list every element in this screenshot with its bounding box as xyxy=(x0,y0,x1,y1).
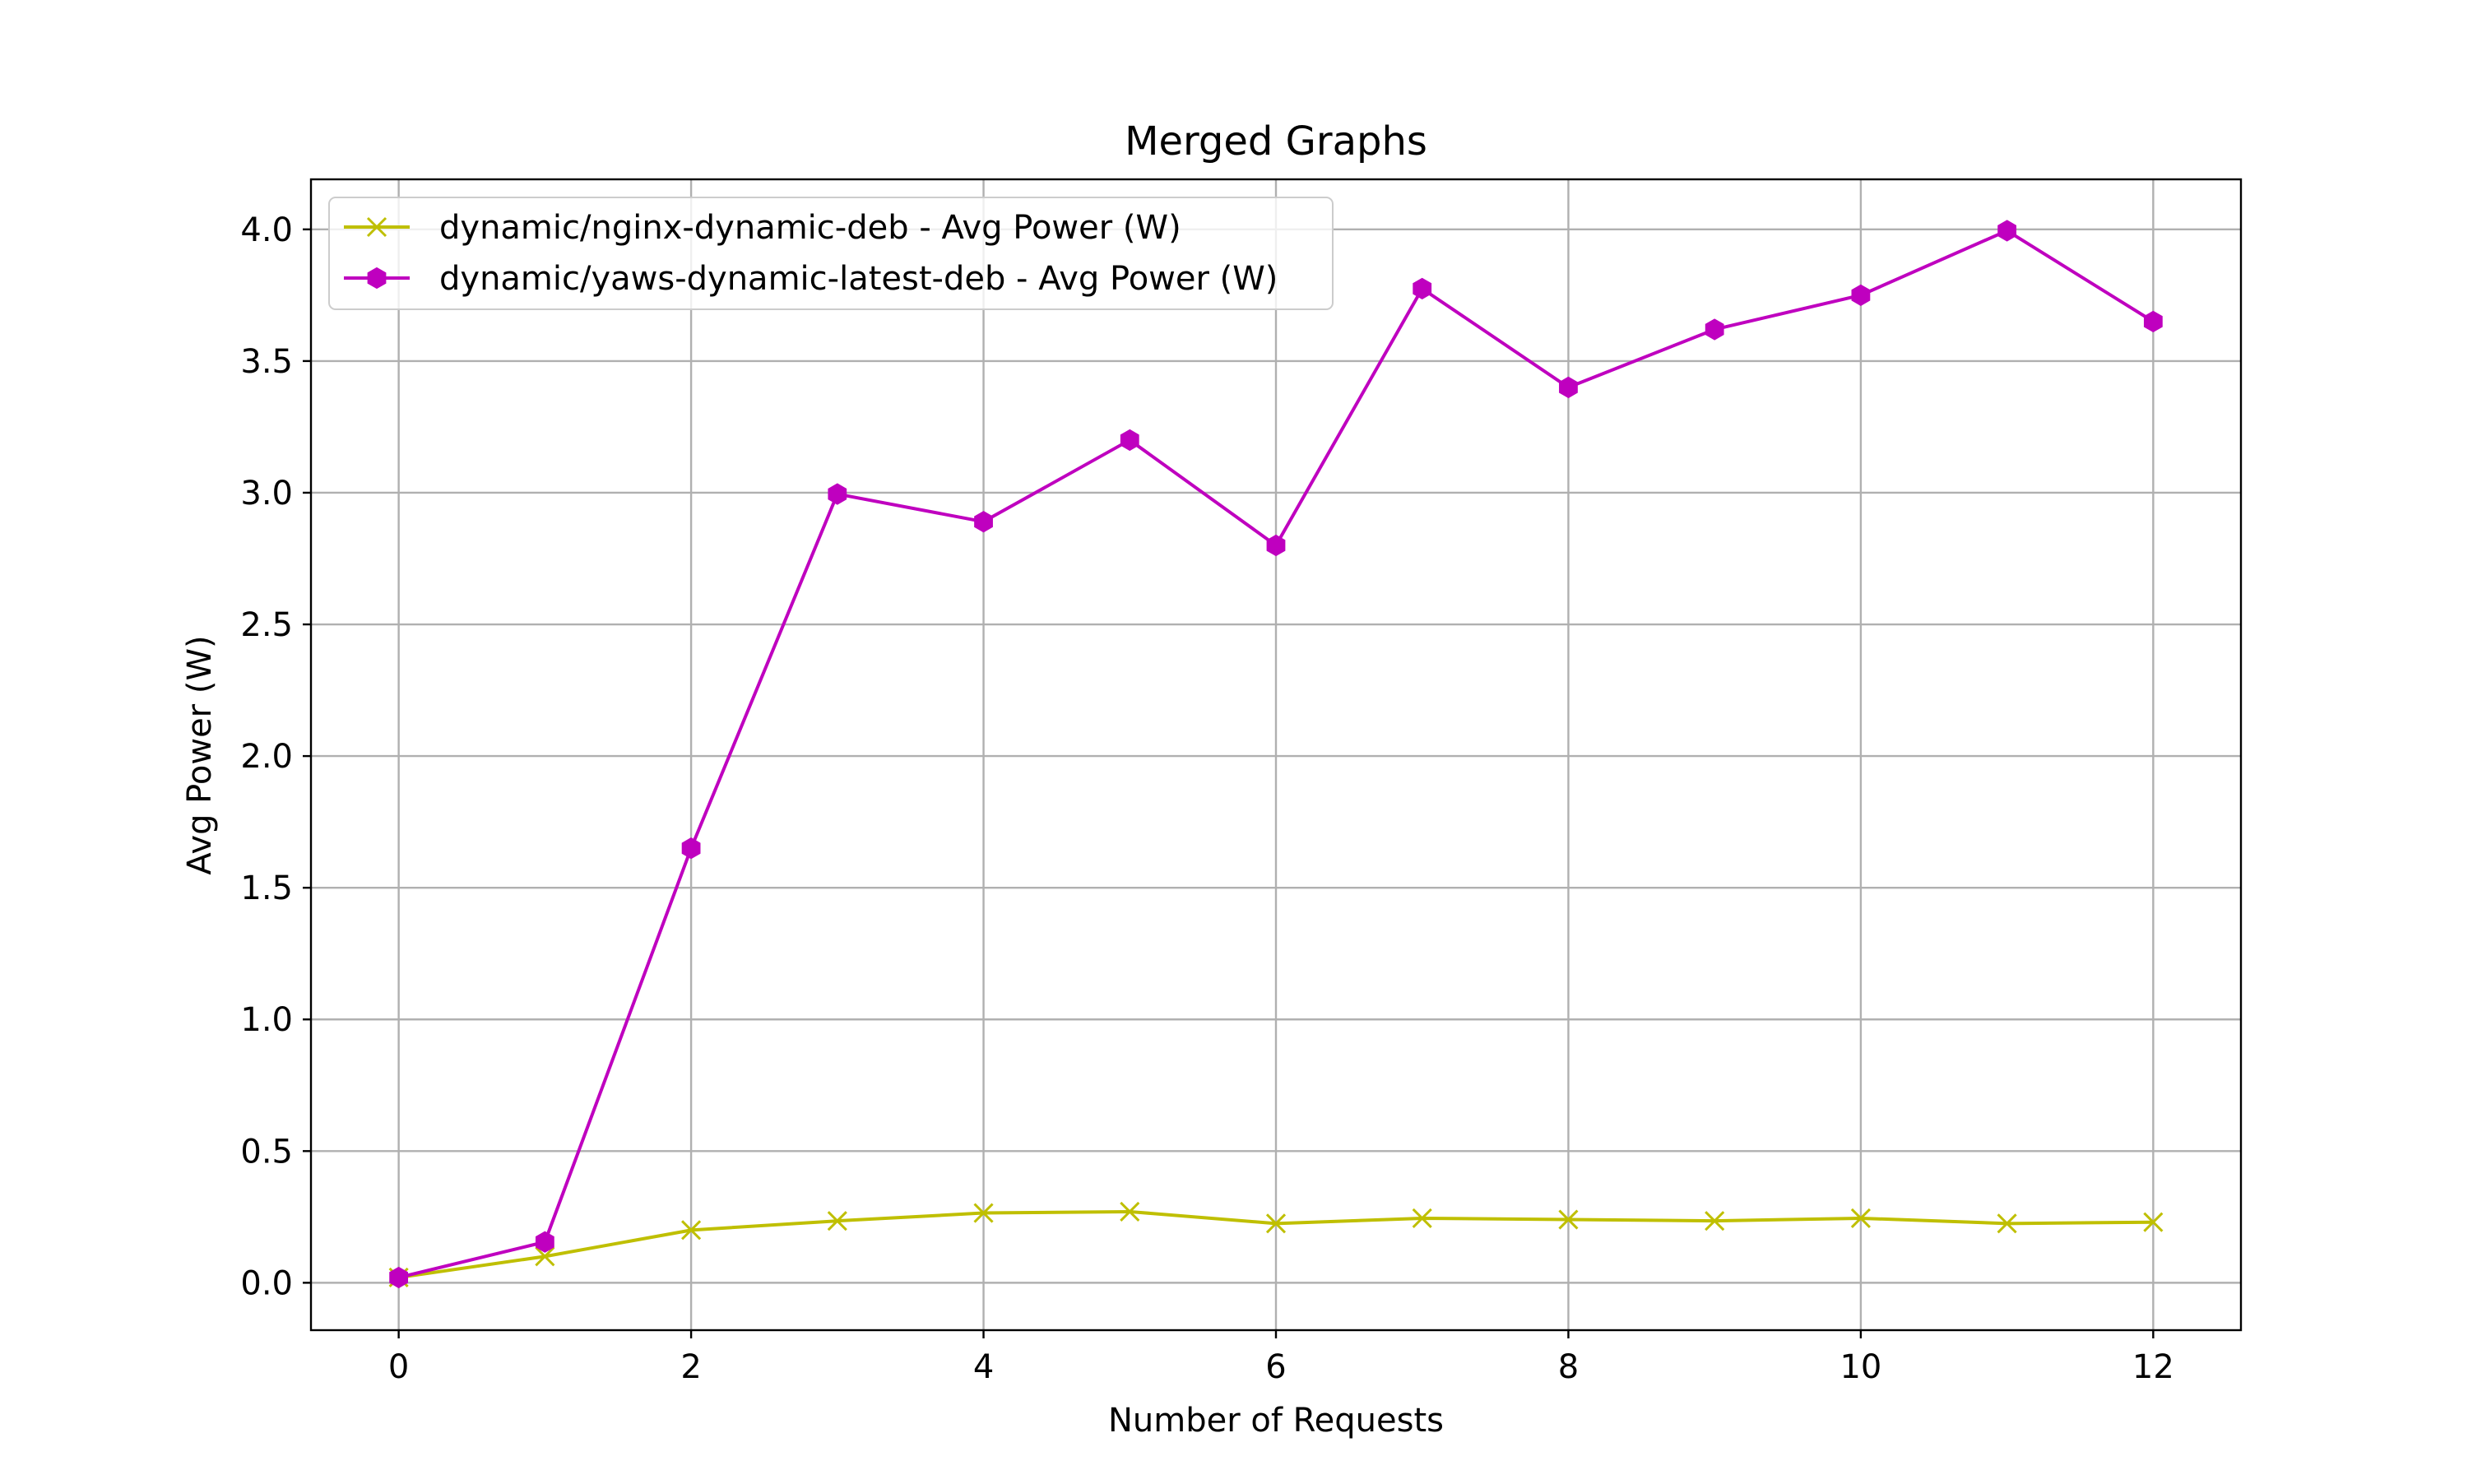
series-0-data-point-stroke xyxy=(1120,1201,1140,1222)
series-0-data-point xyxy=(1850,1208,1871,1229)
y-tick-label: 0.0 xyxy=(240,1264,293,1302)
series-0-data-point-stroke xyxy=(535,1246,555,1267)
x-tick-label: 2 xyxy=(680,1348,701,1386)
series-0-data-point-stroke xyxy=(1850,1208,1871,1229)
legend-box xyxy=(328,197,1334,310)
series-0-data-point-stroke xyxy=(1558,1209,1579,1230)
series-0-data-point-stroke xyxy=(973,1203,994,1223)
series-0-data-point-stroke xyxy=(827,1211,847,1231)
series-0-data-point xyxy=(1997,1213,2017,1234)
y-tick-label: 0.5 xyxy=(240,1133,293,1171)
axis-ticks: 0 2 4 6 8 10 12 0.0 0.5 1.0 1.5 2.0 2.5 3.0 3.5 4.0 xyxy=(240,211,2173,1386)
chart-title: Merged Graphs xyxy=(1125,118,1427,165)
y-tick-label: 4.0 xyxy=(240,211,293,249)
series-0-data-point xyxy=(681,1220,702,1241)
series-1-data-point xyxy=(681,837,701,860)
legend-swatch-marker-1 xyxy=(367,267,387,290)
x-tick-label: 4 xyxy=(973,1348,994,1386)
series-0-data-point xyxy=(1120,1201,1140,1222)
x-tick-label: 10 xyxy=(1839,1348,1881,1386)
x-tick-label: 12 xyxy=(2132,1348,2174,1386)
y-tick-label: 1.0 xyxy=(240,1001,293,1039)
series-1-data-point xyxy=(535,1231,554,1253)
series-1-data-point xyxy=(1997,220,2017,242)
series-0-data-point-stroke xyxy=(1265,1213,1287,1234)
y-tick-label: 3.0 xyxy=(240,475,293,512)
series-0-data-point xyxy=(2143,1212,2164,1232)
y-tick-label: 2.0 xyxy=(240,738,293,776)
series-1-data-point xyxy=(1705,318,1724,341)
series-0-data-point xyxy=(1412,1208,1432,1229)
series-0-data-point xyxy=(1558,1209,1579,1230)
series-0-data-point-stroke xyxy=(1412,1208,1432,1229)
x-tick-label: 0 xyxy=(388,1348,409,1386)
x-axis-label: Number of Requests xyxy=(1108,1402,1444,1440)
series-1-data-point xyxy=(389,1266,409,1289)
legend: dynamic/nginx-dynamic-deb - Avg Power (W… xyxy=(328,197,1334,310)
grid-lines xyxy=(311,179,2241,1330)
series-0-data-point xyxy=(1265,1213,1287,1234)
legend-entry-label-0: dynamic/nginx-dynamic-deb - Avg Power (W… xyxy=(439,209,1181,247)
series-0-data-point xyxy=(973,1203,994,1223)
series-1-data-point xyxy=(1559,376,1578,399)
series-layer xyxy=(388,220,2164,1289)
series-1-data-point xyxy=(828,483,847,505)
series-1-data-point xyxy=(2143,310,2163,333)
legend-entry-label-1: dynamic/yaws-dynamic-latest-deb - Avg Po… xyxy=(439,260,1278,298)
x-tick-label: 8 xyxy=(1558,1348,1579,1386)
series-0-data-point xyxy=(535,1246,555,1267)
legend-swatch-marker-0-stroke xyxy=(366,216,387,238)
series-0-data-point-stroke xyxy=(1705,1211,1725,1231)
x-tick-label: 6 xyxy=(1265,1348,1286,1386)
series-1-data-point xyxy=(974,511,993,533)
series-0-data-point-stroke xyxy=(2143,1212,2164,1232)
legend-swatch-marker-0 xyxy=(366,216,387,238)
series-0-data-point xyxy=(1705,1211,1725,1231)
series-1-data-point xyxy=(1413,277,1432,300)
series-0-data-point xyxy=(827,1211,847,1231)
y-axis-label: Avg Power (W) xyxy=(181,635,219,874)
series-0-data-point-stroke xyxy=(1997,1213,2017,1234)
y-tick-label: 3.5 xyxy=(240,343,293,381)
series-1-data-point xyxy=(1120,429,1139,452)
y-tick-label: 1.5 xyxy=(240,870,293,907)
series-1-data-point xyxy=(1851,284,1871,307)
series-1-data-point xyxy=(1266,534,1286,557)
y-tick-label: 2.5 xyxy=(240,606,293,644)
series-0-data-point-stroke xyxy=(681,1220,702,1241)
